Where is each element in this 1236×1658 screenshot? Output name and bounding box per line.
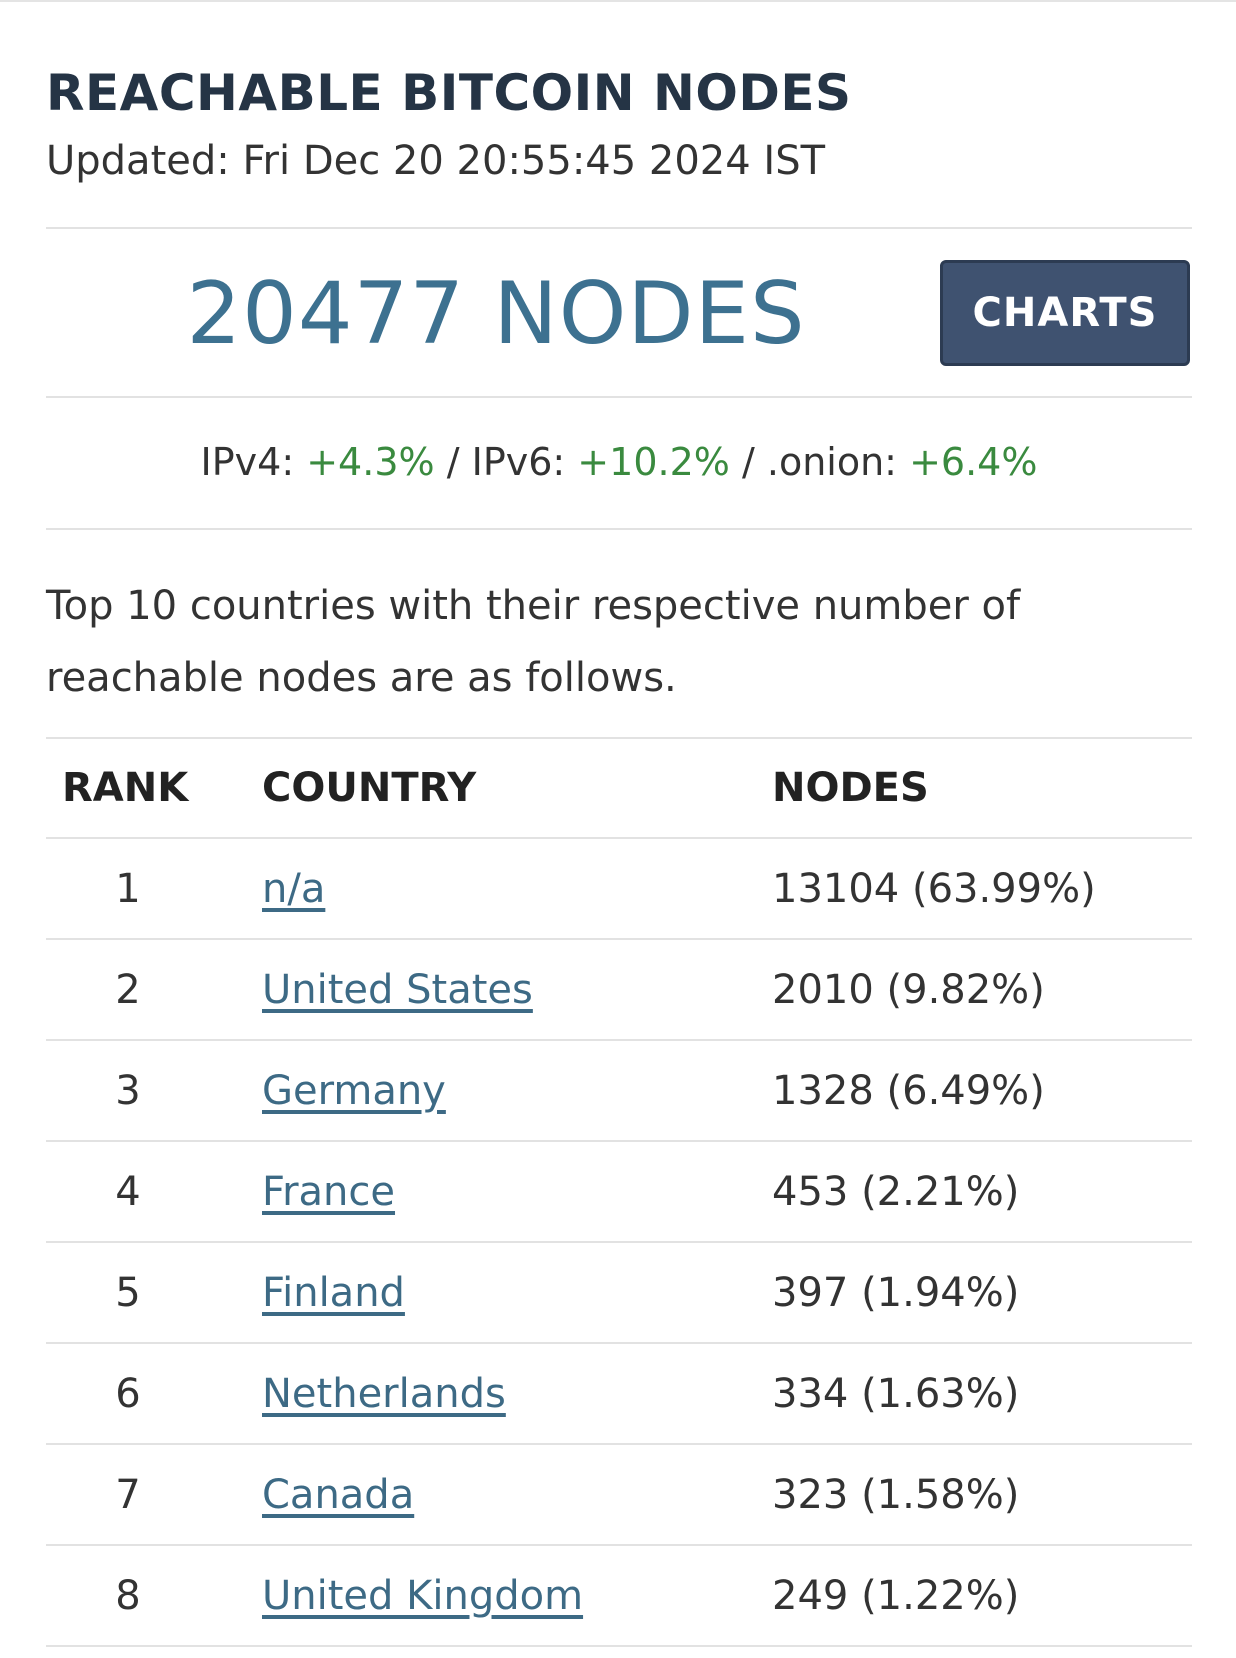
country-link[interactable]: United Kingdom: [262, 1572, 584, 1619]
divider: [46, 528, 1192, 530]
ipv4-label: IPv4:: [200, 440, 295, 484]
table-row: 4 France 453 (2.21%): [46, 1141, 1192, 1243]
rank-cell: 8: [46, 1545, 262, 1647]
table-row: 3 Germany 1328 (6.49%): [46, 1040, 1192, 1142]
table-header-row: RANK COUNTRY NODES: [46, 739, 1192, 839]
countries-table: RANK COUNTRY NODES 1 n/a 13104 (63.99%) …: [46, 739, 1192, 1647]
separator: /: [741, 440, 755, 484]
country-cell: Finland: [262, 1242, 772, 1344]
rank-header: RANK: [46, 739, 262, 839]
rank-cell: 6: [46, 1343, 262, 1445]
country-link[interactable]: France: [262, 1168, 396, 1215]
ipv6-label: IPv6:: [471, 440, 566, 484]
nodes-cell: 13104 (63.99%): [772, 838, 1192, 940]
country-link[interactable]: Netherlands: [262, 1370, 506, 1417]
table-row: 6 Netherlands 334 (1.63%): [46, 1343, 1192, 1445]
nodes-cell: 323 (1.58%): [772, 1444, 1192, 1546]
country-header: COUNTRY: [262, 739, 772, 839]
divider: [46, 737, 1192, 739]
separator: /: [446, 440, 460, 484]
nodes-total: 20477 NODES: [186, 264, 806, 364]
country-cell: n/a: [262, 838, 772, 940]
rank-cell: 3: [46, 1040, 262, 1142]
country-link[interactable]: Germany: [262, 1067, 446, 1114]
country-link[interactable]: n/a: [262, 865, 326, 912]
nodes-cell: 1328 (6.49%): [772, 1040, 1192, 1142]
ipv4-change: +4.3%: [306, 440, 435, 484]
country-cell: United Kingdom: [262, 1545, 772, 1647]
nodes-cell: 334 (1.63%): [772, 1343, 1192, 1445]
intro-text: Top 10 countries with their respective n…: [46, 583, 1021, 701]
table-row: 8 United Kingdom 249 (1.22%): [46, 1545, 1192, 1647]
country-cell: Germany: [262, 1040, 772, 1142]
nodes-cell: 2010 (9.82%): [772, 939, 1192, 1041]
country-cell: Netherlands: [262, 1343, 772, 1445]
nodes-cell: 453 (2.21%): [772, 1141, 1192, 1243]
page-title: REACHABLE BITCOIN NODES: [46, 64, 852, 122]
table-row: 5 Finland 397 (1.94%): [46, 1242, 1192, 1344]
nodes-header: NODES: [772, 739, 1192, 839]
country-link[interactable]: United States: [262, 966, 533, 1013]
onion-label: .onion:: [766, 440, 897, 484]
table-row: 7 Canada 323 (1.58%): [46, 1444, 1192, 1546]
table-row: 1 n/a 13104 (63.99%): [46, 838, 1192, 940]
top-border: [0, 0, 1236, 2]
onion-change: +6.4%: [909, 440, 1038, 484]
country-link[interactable]: Finland: [262, 1269, 405, 1316]
country-cell: Canada: [262, 1444, 772, 1546]
nodes-cell: 249 (1.22%): [772, 1545, 1192, 1647]
rank-cell: 2: [46, 939, 262, 1041]
updated-timestamp: Updated: Fri Dec 20 20:55:45 2024 IST: [46, 138, 826, 184]
table-row: 2 United States 2010 (9.82%): [46, 939, 1192, 1041]
rank-cell: 7: [46, 1444, 262, 1546]
country-cell: United States: [262, 939, 772, 1041]
charts-button[interactable]: CHARTS: [940, 260, 1190, 366]
country-cell: France: [262, 1141, 772, 1243]
rank-cell: 1: [46, 838, 262, 940]
country-link[interactable]: Canada: [262, 1471, 415, 1518]
ipv6-change: +10.2%: [577, 440, 730, 484]
rank-cell: 5: [46, 1242, 262, 1344]
network-stats: IPv4: +4.3% / IPv6: +10.2% / .onion: +6.…: [46, 440, 1192, 484]
rank-cell: 4: [46, 1141, 262, 1243]
divider: [46, 227, 1192, 229]
divider: [46, 396, 1192, 398]
nodes-cell: 397 (1.94%): [772, 1242, 1192, 1344]
